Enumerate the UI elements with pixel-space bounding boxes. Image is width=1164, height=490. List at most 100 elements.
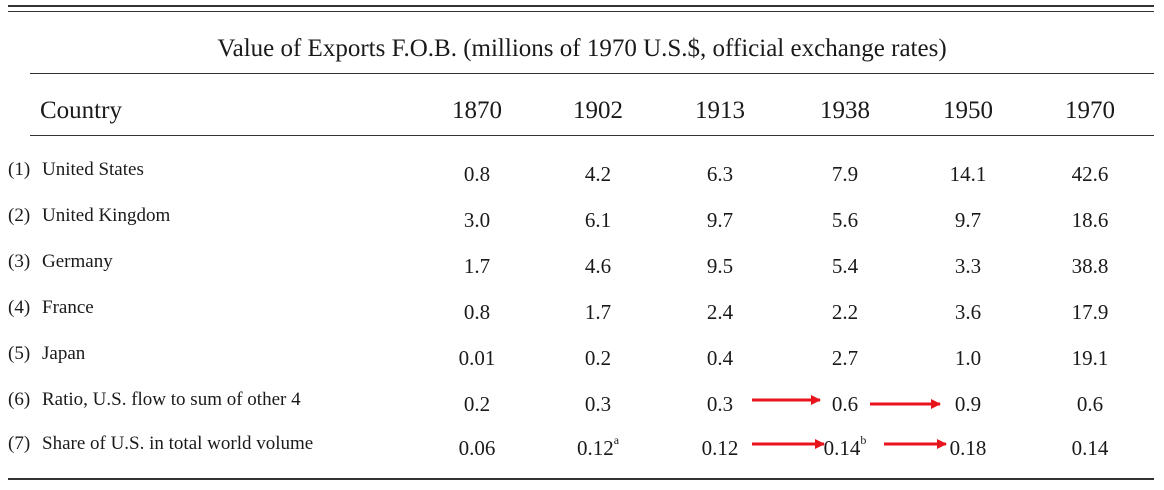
table-row: (6) Ratio, U.S. flow to sum of other 4 0.2… [0,388,1164,428]
cell-1902: 4.6 [558,253,638,279]
cell-value: 3.6 [954,300,982,324]
cell-1950: 3.3 [928,253,1008,279]
cell-1870: 0.8 [437,299,517,325]
cell-value: 0.6 [831,392,859,416]
cell-value: 0.3 [584,392,612,416]
cell-1970: 18.6 [1050,207,1130,233]
cell-1870: 3.0 [437,207,517,233]
table-row: (2) United Kingdom 3.0 6.1 9.7 5.6 9.7 18.6 [0,204,1164,244]
cell-value: 2.2 [831,300,859,324]
row-number: (4) [8,297,31,318]
header-year-1950: 1950 [943,97,993,124]
row-number: (5) [8,343,31,364]
table-row: (5) Japan 0.01 0.2 0.4 2.7 1.0 19.1 [0,342,1164,382]
cell-value: 0.14 [823,436,861,460]
cell-1950: 14.1 [928,161,1008,187]
header-year-1870: 1870 [452,97,502,124]
cell-1970: 38.8 [1050,253,1130,279]
cell-value: 0.2 [463,392,491,416]
cell-value: 0.12 [701,436,739,460]
cell-1870: 0.8 [437,161,517,187]
row-number: (7) [8,433,31,454]
cell-value: 7.9 [831,162,859,186]
footnote-marker: b [860,433,867,447]
cell-value: 5.4 [831,254,859,278]
row-label: Share of U.S. in total world volume [42,433,314,454]
cell-value: 18.6 [1071,208,1109,232]
cell-1970: 17.9 [1050,299,1130,325]
cell-1902: 1.7 [558,299,638,325]
cell-1913: 2.4 [680,299,760,325]
cell-value: 0.8 [463,300,491,324]
cell-1902: 0.12a [558,434,638,461]
cell-1870: 0.2 [437,391,517,417]
cell-1870: 1.7 [437,253,517,279]
cell-1902: 4.2 [558,161,638,187]
cell-value: 0.3 [706,392,734,416]
cell-1913: 0.12 [680,435,760,461]
cell-1938: 0.14b [805,433,885,461]
row-number: (3) [8,251,31,272]
cell-value: 1.7 [584,300,612,324]
cell-value: 0.2 [584,346,612,370]
cell-1902: 0.2 [558,345,638,371]
cell-value: 0.01 [458,346,496,370]
cell-1950: 0.18 [928,435,1008,461]
cell-value: 1.7 [463,254,491,278]
cell-1970: 0.14 [1050,435,1130,461]
table-row: (7) Share of U.S. in total world volume 0.… [0,432,1164,472]
row-label: Japan [42,343,86,364]
cell-1913: 9.7 [680,207,760,233]
header-year-1970: 1970 [1065,97,1115,124]
cell-value: 19.1 [1071,346,1109,370]
title-rule [30,73,1154,74]
cell-value: 9.7 [954,208,982,232]
cell-1913: 6.3 [680,161,760,187]
cell-1913: 0.3 [680,391,760,417]
cell-value: 14.1 [949,162,987,186]
table-row: (4) France 0.8 1.7 2.4 2.2 3.6 17.9 [0,296,1164,336]
cell-1970: 19.1 [1050,345,1130,371]
cell-value: 0.8 [463,162,491,186]
cell-1970: 42.6 [1050,161,1130,187]
cell-value: 0.14 [1071,436,1109,460]
cell-value: 3.3 [954,254,982,278]
cell-value: 5.6 [831,208,859,232]
row-label: France [42,297,94,318]
cell-value: 0.6 [1076,392,1104,416]
cell-value: 2.7 [831,346,859,370]
cell-1870: 0.06 [437,435,517,461]
bottom-rule [8,478,1154,480]
cell-value: 4.2 [584,162,612,186]
table-title: Value of Exports F.O.B. (millions of 197… [217,35,947,62]
cell-value: 0.12 [576,436,614,460]
row-label: Ratio, U.S. flow to sum of other 4 [42,389,301,410]
cell-1902: 6.1 [558,207,638,233]
cell-1938: 2.7 [805,345,885,371]
table-row: (1) United States 0.8 4.2 6.3 7.9 14.1 42.6 [0,158,1164,198]
header-year-1938: 1938 [820,97,870,124]
row-label: Germany [42,251,113,272]
cell-1870: 0.01 [437,345,517,371]
cell-1938: 5.4 [805,253,885,279]
header-country: Country [40,97,122,124]
cell-1950: 0.9 [928,391,1008,417]
cell-value: 1.0 [954,346,982,370]
row-number: (2) [8,205,31,226]
cell-value: 2.4 [706,300,734,324]
row-number: (6) [8,389,31,410]
cell-value: 0.06 [458,436,496,460]
cell-1938: 7.9 [805,161,885,187]
cell-value: 38.8 [1071,254,1109,278]
header-year-1902: 1902 [573,97,623,124]
cell-value: 0.4 [706,346,734,370]
header-rule [30,135,1154,136]
cell-1902: 0.3 [558,391,638,417]
top-rule-thick [8,5,1154,7]
top-rule-thin [8,11,1154,12]
cell-1970: 0.6 [1050,391,1130,417]
row-label: United States [42,159,144,180]
row-label: United Kingdom [42,205,171,226]
cell-value: 17.9 [1071,300,1109,324]
header-year-1913: 1913 [695,97,745,124]
